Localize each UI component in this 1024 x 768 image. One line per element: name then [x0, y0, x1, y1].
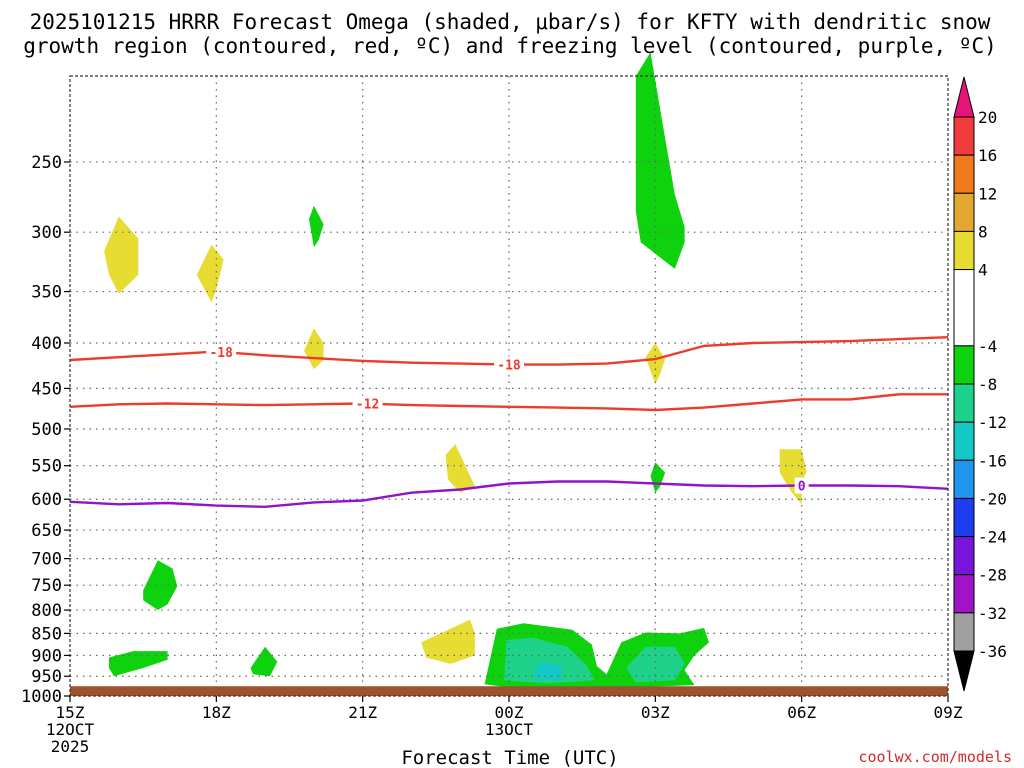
- omega-up-yellow-g: [445, 444, 475, 493]
- plot-background: [70, 76, 948, 696]
- y-tick-label-350: 350: [31, 283, 62, 303]
- colorbar-bin-12: [953, 612, 975, 652]
- omega-down-teal-p: [626, 646, 685, 683]
- colorbar-bottom-arrow: [953, 650, 975, 692]
- colorbar-bin-1: [953, 154, 975, 194]
- x-tick-label-27-0: 03Z: [641, 703, 670, 722]
- colorbar: 20 16 12 8 4 -4 -8 -12 -16 -20 -24 -28 -32 -36: [953, 76, 1007, 692]
- omega-up-yellow-a: [104, 216, 139, 294]
- colorbar-label-9: -20: [978, 489, 1007, 508]
- y-tick-label-650: 650: [31, 521, 62, 541]
- y-tick-label-800: 800: [31, 601, 62, 621]
- y-tick-label-400: 400: [31, 334, 62, 354]
- colorbar-label-0: 20: [978, 108, 997, 127]
- colorbar-label-2: 12: [978, 184, 997, 203]
- y-tick-label-450: 450: [31, 379, 62, 399]
- y-tick-label-600: 600: [31, 490, 62, 510]
- omega-down-teal-o: [504, 637, 595, 684]
- y-tick-label-250: 250: [31, 153, 62, 173]
- x-tick-label-18-0: 18Z: [202, 703, 231, 722]
- colorbar-label-10: -24: [978, 528, 1007, 547]
- colorbar-label-4: 4: [978, 261, 988, 280]
- contour-label-dendritic-minus12-0: -12: [356, 398, 379, 413]
- colorbar-bin-10: [953, 536, 975, 576]
- colorbar-label-3: 8: [978, 222, 988, 241]
- omega-down-green-c: [309, 205, 324, 248]
- x-axis-label: Forecast Time (UTC): [401, 747, 618, 768]
- colorbar-bin-8: [953, 459, 975, 499]
- colorbar-bin-7: [953, 421, 975, 461]
- colorbar-label-1: 16: [978, 146, 997, 165]
- contour-label-dendritic-minus18-1: -18: [497, 359, 521, 374]
- y-tick-label-750: 750: [31, 576, 62, 596]
- omega-up-yellow-f: [645, 343, 666, 385]
- contour-label-freezing-level-0-0: 0: [798, 479, 806, 494]
- omega-down-green-h: [650, 462, 666, 493]
- colorbar-bin-5: [953, 345, 975, 385]
- chart-title-line1: 2025101215 HRRR Forecast Omega (shaded, …: [30, 10, 991, 34]
- colorbar-label-11: -28: [978, 566, 1007, 585]
- x-tick-label-15-2: 2025: [51, 737, 90, 756]
- x-tick-label-33-0: 09Z: [934, 703, 963, 722]
- contour-dendritic-minus12: [69, 393, 948, 412]
- colorbar-label-7: -12: [978, 413, 1007, 432]
- contour-label-dendritic-minus18-0: -18: [209, 346, 233, 361]
- colorbar-bin-4: [953, 269, 975, 347]
- plot-area: -18 -18 -12 0: [69, 52, 949, 697]
- y-tick-label-500: 500: [31, 420, 62, 440]
- y-tick-label-950: 950: [31, 667, 62, 687]
- colorbar-bin-3: [953, 230, 975, 271]
- colorbar-bin-6: [953, 383, 975, 423]
- contour-label-bg-dendritic-minus12-0: [352, 395, 383, 412]
- omega-down-green-k: [109, 651, 168, 677]
- y-tick-label-900: 900: [31, 646, 62, 666]
- colorbar-top-arrow: [953, 76, 975, 118]
- colorbar-label-12: -32: [978, 604, 1007, 623]
- x-tick-label-24-1: 13OCT: [485, 720, 534, 739]
- ground-surface: [70, 686, 948, 696]
- y-tick-label-850: 850: [31, 624, 62, 644]
- x-tick-label-24-0: 00Z: [495, 703, 524, 722]
- x-tick-label-15-0: 15Z: [56, 703, 85, 722]
- y-tick-label-700: 700: [31, 550, 62, 570]
- omega-down-green-e: [635, 52, 685, 269]
- colorbar-label-8: -16: [978, 451, 1007, 470]
- omega-down-cyan-q: [533, 662, 563, 681]
- colorbar-bin-2: [953, 192, 975, 232]
- chart-title-line2: growth region (contoured, red, ºC) and f…: [23, 34, 997, 58]
- omega-down-green-j: [143, 560, 178, 610]
- contour-label-bg-freezing-level-0-0: [794, 477, 809, 494]
- x-tick-label-21-0: 21Z: [348, 703, 377, 722]
- omega-down-green-l: [250, 646, 278, 677]
- x-tick-label-30-0: 06Z: [787, 703, 816, 722]
- temperature-contours: -18 -18 -12 0: [69, 336, 949, 509]
- colorbar-label-13: -36: [978, 642, 1007, 661]
- credit-text: coolwx.com/models: [858, 748, 1012, 766]
- y-tick-label-1000: 1000: [21, 687, 62, 707]
- omega-up-yellow-m: [421, 619, 475, 664]
- y-axis: 2503003504004505005506006507007508008509…: [21, 153, 70, 707]
- x-tick-label-15-1: 12OCT: [46, 720, 95, 739]
- colorbar-label-5: -4: [978, 337, 997, 356]
- contour-label-bg-dendritic-minus18-0: [206, 343, 237, 360]
- y-tick-label-300: 300: [31, 223, 62, 243]
- colorbar-label-6: -8: [978, 375, 997, 394]
- contour-label-bg-dendritic-minus18-1: [494, 356, 524, 373]
- colorbar-bin-9: [953, 497, 975, 538]
- y-tick-label-550: 550: [31, 457, 62, 477]
- colorbar-bin-11: [953, 574, 975, 614]
- colorbar-bin-0: [953, 116, 975, 156]
